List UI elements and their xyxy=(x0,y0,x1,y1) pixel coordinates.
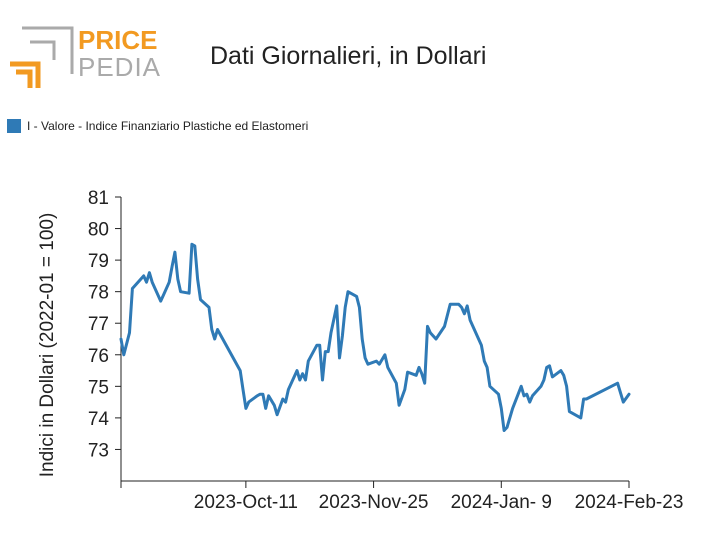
y-tick-label: 76 xyxy=(88,346,109,367)
legend[interactable]: I - Valore - Indice Finanziario Plastich… xyxy=(7,119,308,133)
y-tick-label: 80 xyxy=(88,220,109,241)
y-tick-label: 81 xyxy=(88,188,109,209)
legend-label: I - Valore - Indice Finanziario Plastich… xyxy=(27,119,309,133)
x-tick-label: 2024-Feb-23 xyxy=(575,492,684,513)
x-tick-label: 2024-Jan- 9 xyxy=(451,492,552,513)
legend-swatch xyxy=(7,119,21,133)
pricepedia-logo: PRICE PEDIA xyxy=(8,24,160,94)
y-tick-label: 75 xyxy=(88,377,109,398)
series-line-0 xyxy=(119,242,631,432)
y-tick-label: 73 xyxy=(88,440,109,461)
x-tick-label: 2023-Oct-11 xyxy=(194,492,298,513)
y-axis: 73 74 75 76 77 78 79 80 81 xyxy=(88,188,122,481)
series-group xyxy=(119,242,631,432)
x-axis: 2023-Oct-11 2023-Nov-25 2024-Jan- 9 2024-Fe… xyxy=(120,480,684,513)
x-tick-label: 2023-Nov-25 xyxy=(319,492,429,513)
logo-word-top: PRICE xyxy=(78,25,157,55)
logo-mark xyxy=(10,26,74,88)
chart-title: Dati Giornalieri, in Dollari xyxy=(210,42,487,70)
logo-word-bottom: PEDIA xyxy=(78,52,160,82)
y-tick-label: 79 xyxy=(88,251,109,272)
y-tick-label: 77 xyxy=(88,314,109,335)
y-axis-label: Indici in Dollari (2022-01 = 100) xyxy=(37,213,58,478)
y-tick-label: 74 xyxy=(88,409,110,430)
y-tick-label: 78 xyxy=(88,283,109,304)
